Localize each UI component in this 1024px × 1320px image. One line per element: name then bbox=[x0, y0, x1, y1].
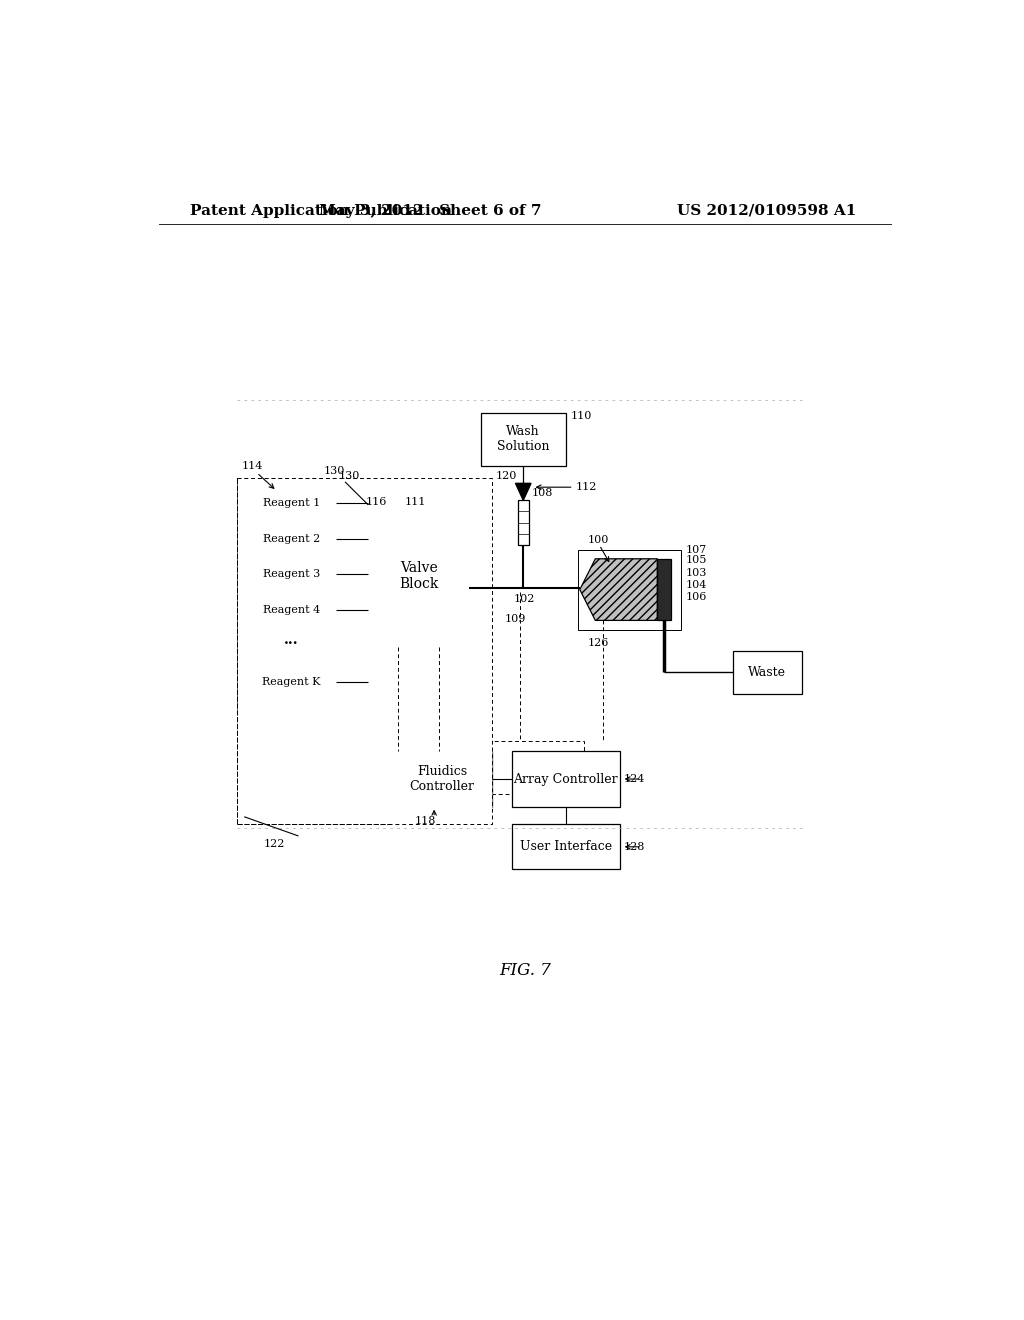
Bar bbox=[512, 825, 621, 869]
Text: 102: 102 bbox=[514, 594, 536, 603]
Text: 104: 104 bbox=[685, 579, 707, 590]
Text: US 2012/0109598 A1: US 2012/0109598 A1 bbox=[677, 203, 856, 218]
Text: 109: 109 bbox=[505, 614, 526, 624]
Text: ...: ... bbox=[284, 632, 298, 647]
Text: 114: 114 bbox=[242, 462, 263, 471]
Text: Fluidics
Controller: Fluidics Controller bbox=[410, 766, 474, 793]
Bar bbox=[657, 558, 672, 620]
Bar bbox=[579, 549, 681, 630]
Text: 112: 112 bbox=[575, 482, 597, 492]
Text: 106: 106 bbox=[685, 593, 707, 602]
Text: Valve
Block: Valve Block bbox=[399, 561, 438, 591]
Text: 103: 103 bbox=[685, 568, 707, 578]
Bar bbox=[518, 500, 528, 545]
Bar bbox=[732, 651, 802, 693]
Bar bbox=[247, 595, 336, 623]
Text: 100: 100 bbox=[588, 535, 609, 545]
Polygon shape bbox=[515, 483, 531, 500]
Text: Reagent 1: Reagent 1 bbox=[262, 499, 319, 508]
Text: 111: 111 bbox=[404, 496, 426, 507]
Text: Waste: Waste bbox=[749, 665, 786, 678]
Text: Reagent 4: Reagent 4 bbox=[262, 605, 319, 615]
Text: 107: 107 bbox=[685, 545, 707, 554]
Text: 105: 105 bbox=[685, 556, 707, 565]
Text: User Interface: User Interface bbox=[520, 841, 612, 853]
Text: Reagent 3: Reagent 3 bbox=[262, 569, 319, 579]
Bar bbox=[237, 478, 351, 709]
Bar bbox=[247, 490, 336, 517]
Text: 130: 130 bbox=[339, 471, 360, 480]
Text: Wash
Solution: Wash Solution bbox=[497, 425, 550, 454]
Text: Patent Application Publication: Patent Application Publication bbox=[190, 203, 452, 218]
Text: 120: 120 bbox=[496, 471, 517, 482]
Bar bbox=[247, 560, 336, 589]
Text: 122: 122 bbox=[263, 838, 285, 849]
Text: 124: 124 bbox=[624, 774, 645, 784]
Text: 116: 116 bbox=[366, 496, 387, 507]
Bar bbox=[369, 506, 469, 647]
Text: Array Controller: Array Controller bbox=[514, 772, 618, 785]
Bar bbox=[247, 525, 336, 553]
Text: 126: 126 bbox=[588, 639, 609, 648]
Text: 118: 118 bbox=[415, 816, 436, 825]
Text: 128: 128 bbox=[624, 842, 645, 851]
Bar bbox=[432, 741, 584, 795]
Bar bbox=[512, 751, 621, 807]
Text: FIG. 7: FIG. 7 bbox=[499, 962, 551, 979]
Bar bbox=[237, 478, 493, 825]
Text: May 3, 2012   Sheet 6 of 7: May 3, 2012 Sheet 6 of 7 bbox=[319, 203, 542, 218]
Polygon shape bbox=[580, 558, 657, 620]
Bar bbox=[480, 412, 566, 466]
Text: 130: 130 bbox=[324, 466, 345, 477]
Text: Reagent 2: Reagent 2 bbox=[262, 533, 319, 544]
Bar bbox=[247, 668, 336, 696]
Text: Reagent K: Reagent K bbox=[262, 677, 321, 686]
Bar bbox=[391, 751, 493, 807]
Text: 110: 110 bbox=[570, 411, 592, 421]
Text: 108: 108 bbox=[531, 487, 553, 498]
